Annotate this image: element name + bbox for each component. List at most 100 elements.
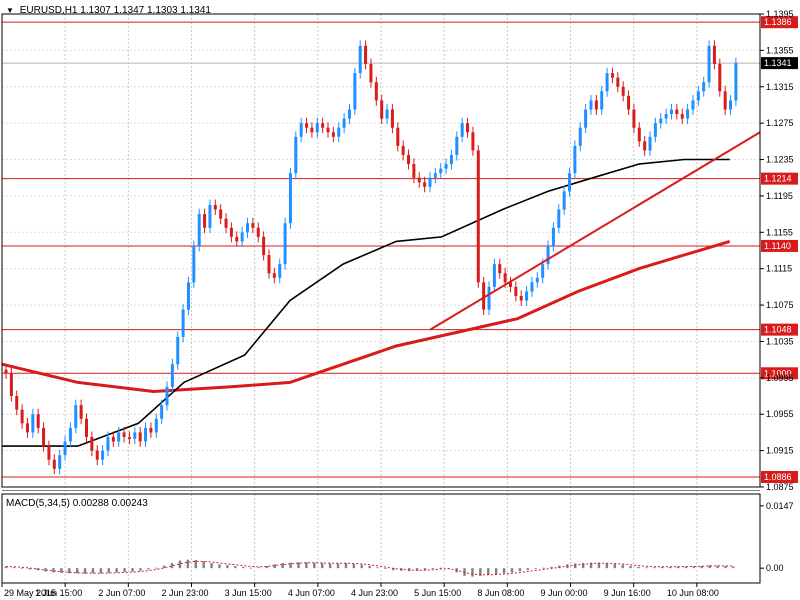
support-resistance-levels: 1.1386 1.1214 1.1140 1.1048 1.1000 1.0886 1.13… bbox=[2, 16, 798, 483]
macd-bar bbox=[352, 563, 356, 569]
candle-body bbox=[455, 136, 459, 155]
candle-body bbox=[138, 432, 142, 442]
candle-body bbox=[246, 223, 250, 233]
macd-bar bbox=[83, 568, 87, 574]
macd-bar bbox=[581, 563, 585, 569]
macd-bar bbox=[732, 566, 735, 569]
candle-body bbox=[519, 295, 523, 301]
candle-body bbox=[530, 282, 534, 292]
macd-bar bbox=[202, 561, 205, 569]
open-value: 1.1307 bbox=[80, 5, 111, 16]
macd-bar bbox=[281, 563, 284, 569]
candle-body bbox=[669, 109, 673, 115]
macd-bar bbox=[415, 568, 419, 571]
x-tick-label: 8 Jun 08:00 bbox=[477, 588, 524, 598]
candle-body bbox=[632, 109, 636, 128]
macd-bar bbox=[241, 566, 245, 569]
candle-body bbox=[696, 91, 700, 101]
candle-body bbox=[503, 273, 507, 283]
candle-body bbox=[680, 114, 684, 119]
y-tick-label: 1.1035 bbox=[766, 336, 794, 346]
x-tick-label: 2 Jun 23:00 bbox=[162, 588, 209, 598]
macd-bar bbox=[289, 562, 292, 569]
candle-body bbox=[610, 73, 614, 78]
candle-body bbox=[578, 127, 582, 146]
dropdown-triangle-icon[interactable]: ▼ bbox=[6, 6, 14, 15]
candle-body bbox=[664, 114, 668, 119]
candle-body bbox=[525, 291, 529, 301]
y-tick-label: 1.1315 bbox=[766, 82, 794, 92]
trendline-path bbox=[429, 131, 761, 331]
candle-body bbox=[224, 218, 228, 228]
candle-body bbox=[90, 436, 94, 451]
sma-fast-path bbox=[2, 158, 730, 447]
macd-bar bbox=[487, 568, 490, 575]
candle-body bbox=[4, 369, 8, 374]
candle-body bbox=[449, 154, 453, 165]
macd-bar bbox=[20, 567, 24, 569]
symbol-label: EURUSD,H1 bbox=[19, 5, 78, 16]
macd-bar bbox=[708, 565, 711, 569]
y-tick-label: 1.0875 bbox=[766, 482, 794, 492]
high-value: 1.1347 bbox=[113, 5, 145, 16]
candle-body bbox=[535, 277, 539, 283]
candle-body bbox=[707, 45, 711, 83]
candle-body bbox=[347, 109, 351, 119]
macd-signal-value: 0.00243 bbox=[111, 498, 148, 509]
candle-body bbox=[498, 264, 502, 274]
candle-body bbox=[197, 214, 201, 246]
candle-body bbox=[718, 64, 722, 92]
candle-body bbox=[691, 100, 695, 110]
candle-body bbox=[149, 427, 153, 433]
candle-body bbox=[568, 173, 572, 192]
candle-body bbox=[283, 223, 287, 265]
close-value: 1.1341 bbox=[180, 5, 211, 16]
candle-body bbox=[219, 209, 223, 219]
sma-slow-path bbox=[1, 239, 731, 394]
macd-bar bbox=[28, 568, 31, 570]
x-tick-label: 2 Jun 07:00 bbox=[98, 588, 145, 598]
y-tick-label: 1.1075 bbox=[766, 300, 794, 310]
macd-bar bbox=[139, 568, 142, 571]
macd-bar bbox=[60, 568, 63, 573]
candle-body bbox=[305, 123, 309, 128]
macd-bar bbox=[716, 565, 719, 569]
candle-body bbox=[648, 136, 652, 151]
y-tick-label: 1.1195 bbox=[766, 191, 793, 201]
macd-bar bbox=[676, 566, 680, 569]
candle-body bbox=[229, 227, 233, 237]
macd-histogram bbox=[4, 559, 735, 577]
candle-body bbox=[476, 150, 480, 283]
candle-body bbox=[326, 127, 330, 133]
x-tick-label: 9 Jun 00:00 bbox=[541, 588, 588, 598]
trendline bbox=[429, 131, 761, 331]
current-price-tag bbox=[761, 57, 798, 70]
macd-bar bbox=[660, 566, 664, 569]
x-tick-label: 29 May 2015 bbox=[4, 588, 56, 598]
candle-body bbox=[315, 123, 319, 133]
candle-body bbox=[251, 223, 255, 228]
candle-body bbox=[573, 145, 577, 174]
candle-body bbox=[68, 427, 72, 442]
macd-bar bbox=[249, 567, 253, 569]
macd-label: MACD(5,34,5) bbox=[6, 498, 70, 509]
candle-body bbox=[262, 236, 266, 256]
macd-bar bbox=[178, 560, 182, 569]
macd-frame bbox=[1, 493, 761, 584]
x-tick-label: 1 Jun 15:00 bbox=[35, 588, 82, 598]
macd-bar bbox=[376, 567, 379, 569]
candle-body bbox=[466, 123, 470, 133]
candle-body bbox=[117, 432, 121, 442]
candle-body bbox=[288, 173, 292, 224]
candle-body bbox=[686, 109, 690, 119]
candle-body bbox=[160, 405, 164, 419]
x-tick-label: 5 Jun 15:00 bbox=[414, 588, 461, 598]
candle-body bbox=[621, 86, 625, 96]
candle-body bbox=[101, 450, 105, 460]
macd-bar bbox=[194, 560, 197, 569]
macd-bar bbox=[265, 566, 269, 569]
candle-body bbox=[122, 432, 126, 437]
candle-body bbox=[127, 436, 131, 439]
candle-body bbox=[412, 164, 416, 178]
